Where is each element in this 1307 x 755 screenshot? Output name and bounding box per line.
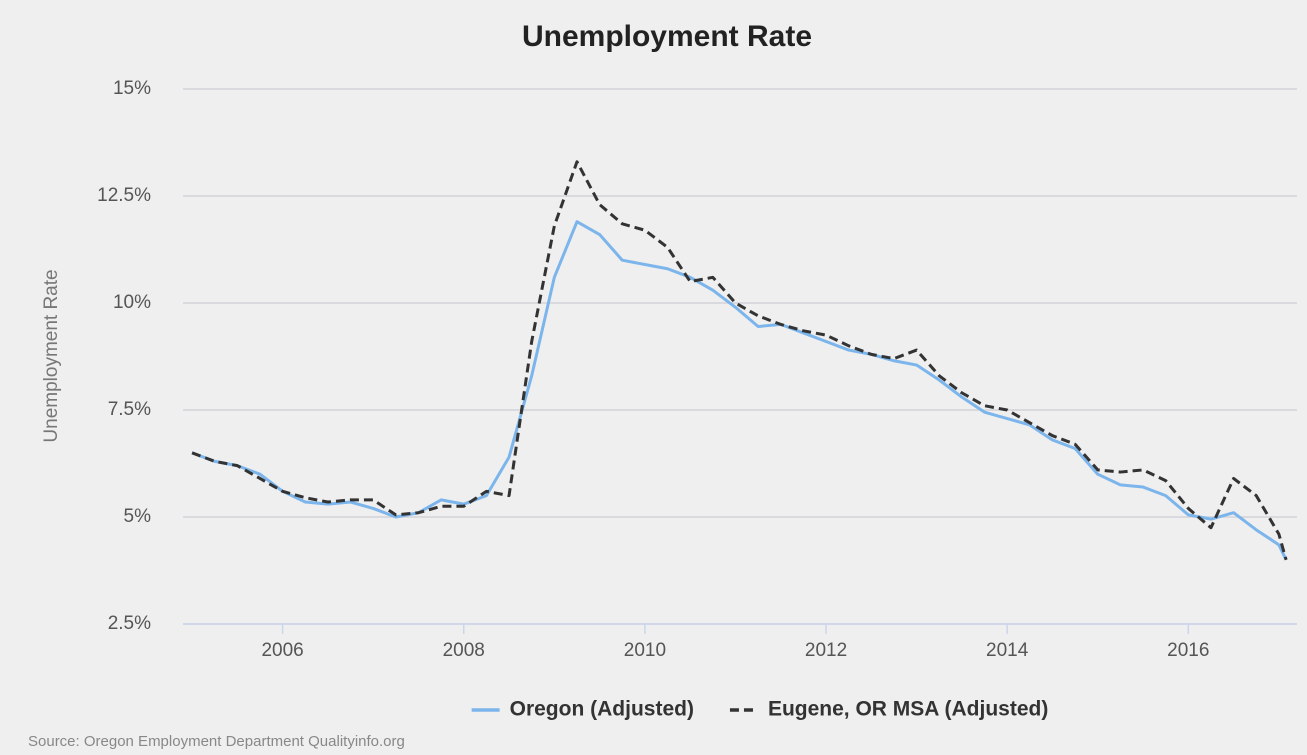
y-axis-label: Unemployment Rate [41,269,62,442]
y-tick-label: 2.5% [108,613,151,634]
legend-label: Eugene, OR MSA (Adjusted) [768,698,1048,721]
x-tick-label: 2010 [624,640,666,661]
chart-title: Unemployment Rate [522,20,812,53]
x-tick-label: 2016 [1167,640,1209,661]
y-tick-label: 7.5% [108,399,151,420]
x-tick-label: 2006 [261,640,303,661]
x-tick-label: 2012 [805,640,847,661]
source: Source: Oregon Employment Department Qua… [28,733,405,750]
x-tick-label: 2008 [443,640,485,661]
y-tick-label: 15% [113,78,151,99]
y-tick-label: 10% [113,292,151,313]
series-line [191,160,1288,561]
y-tick-label: 5% [124,506,152,527]
series-line [191,220,1288,561]
legend-label: Oregon (Adjusted) [510,698,694,721]
x-tick-label: 2014 [986,640,1029,661]
y-tick-label: 12.5% [97,185,151,206]
